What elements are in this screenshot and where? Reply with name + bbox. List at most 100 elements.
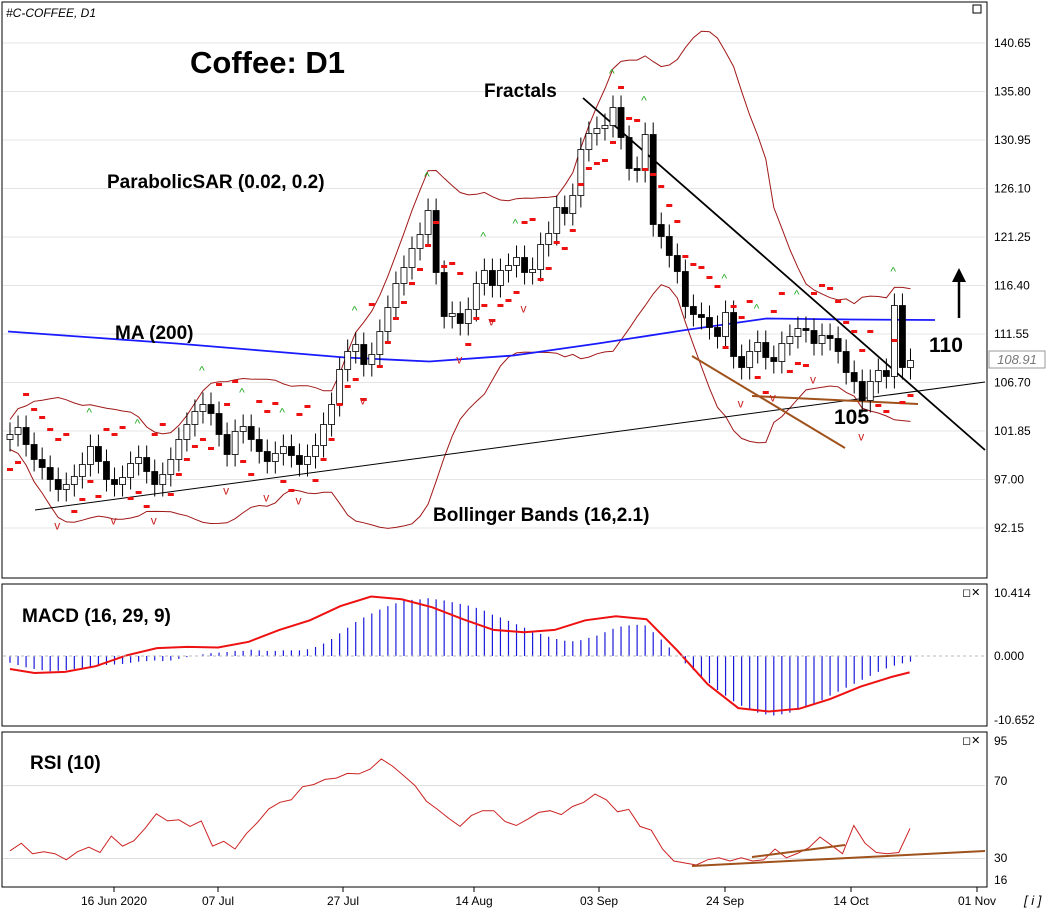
candle-body (30, 444, 38, 460)
candle-body (633, 168, 641, 171)
sar-dot (264, 410, 271, 413)
candle-body (151, 471, 159, 485)
sar-dot (754, 376, 761, 379)
sar-dot (312, 479, 319, 482)
sar-dot (690, 263, 697, 266)
fractal-down-marker: v (810, 373, 816, 387)
candle-body (6, 434, 14, 440)
macd-signal-line (9, 595, 910, 713)
main-price-axis: 140.65 135.80 130.95 126.10 121.25 116.40 111.… (994, 36, 1031, 535)
price-tick-label: 140.65 (994, 36, 1031, 50)
candle-body (95, 446, 102, 462)
price-tick-label: 116.40 (994, 279, 1030, 293)
main-grid (3, 42, 985, 529)
sar-dot (593, 162, 600, 165)
sar-dot (819, 284, 826, 287)
candle-body (400, 267, 408, 284)
candle-body (175, 439, 183, 460)
sar-dot (577, 183, 584, 186)
fractal-up-marker: ^ (609, 67, 615, 81)
candle-body (271, 453, 279, 462)
up-arrow-icon (952, 268, 966, 318)
sar-dot (666, 204, 673, 207)
candle-body (247, 426, 255, 440)
candle-body (553, 207, 561, 234)
sar-dot (835, 300, 842, 303)
candle-body (215, 413, 223, 435)
channel-line (691, 355, 846, 449)
fractal-down-marker: v (111, 514, 117, 528)
candle-body (641, 134, 649, 171)
candle-body (472, 283, 480, 310)
sar-dot (569, 229, 576, 232)
sar-dot (119, 426, 126, 429)
sar-dot (738, 316, 745, 319)
candle-body (416, 234, 424, 249)
candle-body (54, 479, 62, 490)
sar-dot (489, 319, 496, 322)
macd-panel-controls-icon[interactable]: ◻✕ (962, 587, 980, 599)
sar-dot (650, 173, 657, 176)
candle-body (78, 464, 86, 477)
candle-body (38, 459, 46, 468)
sar-dot (183, 458, 190, 461)
sar-dot (851, 330, 858, 333)
rsi-tick-16: 16 (994, 873, 1008, 887)
sar-dot (31, 408, 38, 411)
price-tick-label: 106.70 (994, 376, 1031, 390)
candle-body (199, 404, 207, 412)
candle-body (320, 424, 327, 446)
sar-dot (143, 505, 150, 508)
sar-dot (352, 378, 359, 381)
candle-body (287, 446, 295, 456)
sar-dot (786, 370, 793, 373)
sar-dot (392, 317, 399, 320)
rsi-panel-frame (1, 731, 988, 888)
fractal-up-marker: ^ (513, 217, 519, 231)
sar-dot (151, 433, 158, 436)
price-tick-label: 135.80 (994, 85, 1031, 99)
sar-dot (320, 458, 327, 461)
fractal-up-marker: ^ (424, 170, 430, 184)
candle-body (866, 381, 874, 401)
candle-body (746, 351, 754, 368)
candle-body (231, 431, 239, 455)
ma-200-path (7, 317, 936, 363)
rsi-panel-controls-icon[interactable]: ◻✕ (962, 735, 980, 747)
candle-body (826, 335, 834, 339)
time-tick-label: 14 Oct (833, 894, 869, 908)
candle-body (263, 451, 271, 462)
sar-dot (794, 362, 801, 365)
candle-body (505, 265, 512, 271)
rsi-tick-70: 70 (994, 774, 1008, 788)
candle-body (649, 134, 657, 225)
fractal-down-marker: v (738, 397, 744, 411)
sar-dot (79, 498, 86, 501)
sar-dot (674, 220, 681, 223)
candle-body (255, 439, 263, 452)
candle-body (698, 314, 705, 318)
sar-dot (167, 493, 174, 496)
main-panel-close-icon[interactable] (972, 4, 982, 14)
sar-dot (400, 301, 407, 304)
sar-dot (47, 428, 54, 431)
candle-body (207, 404, 215, 414)
info-button[interactable]: [ i ] (1023, 893, 1042, 908)
candle-body (392, 283, 400, 308)
price-tick-label: 130.95 (994, 133, 1031, 147)
sar-dot (537, 278, 544, 281)
candle-body (119, 477, 126, 485)
candle-body (561, 207, 569, 214)
candle-body (601, 125, 609, 129)
sar-dot (55, 438, 62, 441)
candle-body (690, 306, 697, 315)
sar-dot (127, 497, 134, 500)
sar-dot (811, 292, 817, 295)
candle-body (103, 461, 110, 480)
candle-body (344, 351, 352, 370)
bollinger-bands (9, 30, 911, 529)
time-tick-label: 01 Nov (958, 894, 996, 908)
current-price-tag (988, 350, 1046, 369)
sar-dot (7, 468, 13, 471)
candle-body (665, 236, 673, 256)
